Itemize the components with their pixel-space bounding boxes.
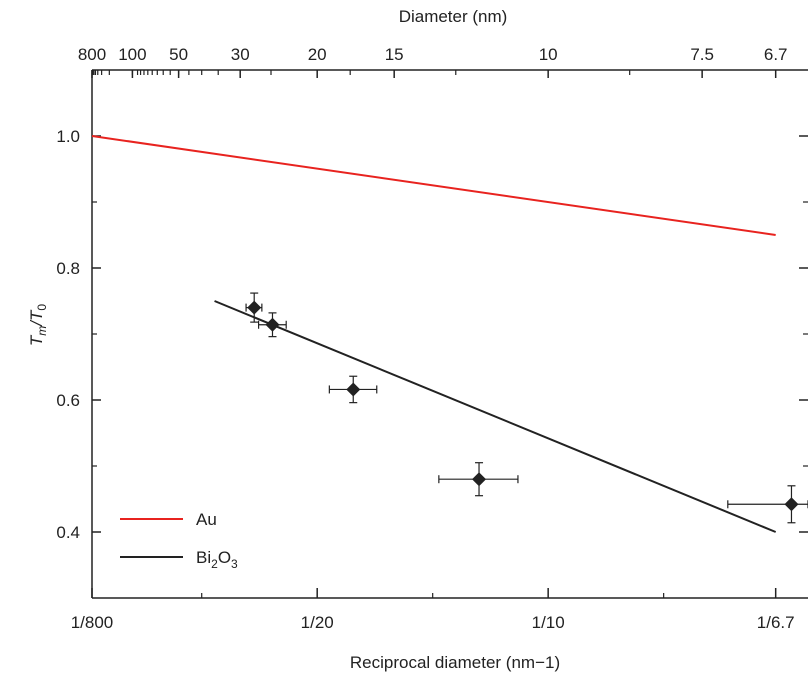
legend-bi2o3-sub2: 2 — [211, 557, 218, 571]
y-axis-title-sub1: m — [35, 326, 49, 336]
y-tick-label-2: 0.8 — [56, 259, 80, 278]
x2-axis-title: Diameter (nm) — [399, 7, 508, 26]
x-axis-title: Reciprocal diameter (nm−1) — [350, 653, 560, 672]
x-tick-label-2: 1/10 — [532, 613, 565, 632]
y-axis-title-main: T — [27, 334, 46, 346]
legend-bi2o3-label: Bi2O3 — [196, 548, 238, 571]
x2-tick-label-4: 20 — [308, 45, 327, 64]
y-tick-label-1: 0.6 — [56, 391, 80, 410]
legend: Au Bi2O3 — [120, 510, 238, 571]
data-point-2 — [328, 375, 378, 404]
diamond-marker-0 — [247, 300, 262, 315]
x-tick-label-0: 1/800 — [71, 613, 114, 632]
legend-bi2o3-bi: Bi — [196, 548, 211, 567]
x2-tick-label-2: 50 — [169, 45, 188, 64]
x2-tick-label-3: 30 — [231, 45, 250, 64]
x2-tick-label-6: 10 — [539, 45, 558, 64]
x2-tick-label-0: 800 — [78, 45, 106, 64]
y-tick-label-3: 1.0 — [56, 127, 80, 146]
series-layer — [91, 135, 808, 533]
diamond-marker-2 — [346, 382, 361, 397]
diamond-marker-1 — [265, 317, 280, 332]
x2-tick-label-5: 15 — [385, 45, 404, 64]
ticks: 1/800 1/20 1/10 1/6.7 800 100 50 30 20 15 10 7.5 6.7… — [56, 45, 808, 632]
bi2o3-fit-line — [214, 300, 777, 533]
x-tick-label-1: 1/20 — [301, 613, 334, 632]
x2-tick-label-7: 7.5 — [690, 45, 714, 64]
data-point-3 — [438, 462, 519, 497]
y-axis-title-slash: /T — [27, 309, 46, 327]
data-point-4 — [727, 485, 808, 524]
diamond-marker-3 — [472, 472, 487, 487]
x2-tick-label-1: 100 — [118, 45, 146, 64]
x-tick-label-3: 1/6.7 — [757, 613, 795, 632]
diamond-marker-4 — [784, 497, 799, 512]
y-tick-label-0: 0.4 — [56, 523, 80, 542]
au-line — [91, 135, 776, 236]
y-axis-title-sub2: 0 — [35, 304, 49, 311]
y-axis-title: Tm/T0 — [27, 304, 49, 347]
legend-au-label: Au — [196, 510, 217, 529]
data-point-0 — [245, 292, 263, 323]
legend-bi2o3-sub3: 3 — [231, 557, 238, 571]
x2-tick-label-8: 6.7 — [764, 45, 788, 64]
legend-bi2o3-o: O — [218, 548, 231, 567]
data-point-1 — [257, 312, 287, 338]
